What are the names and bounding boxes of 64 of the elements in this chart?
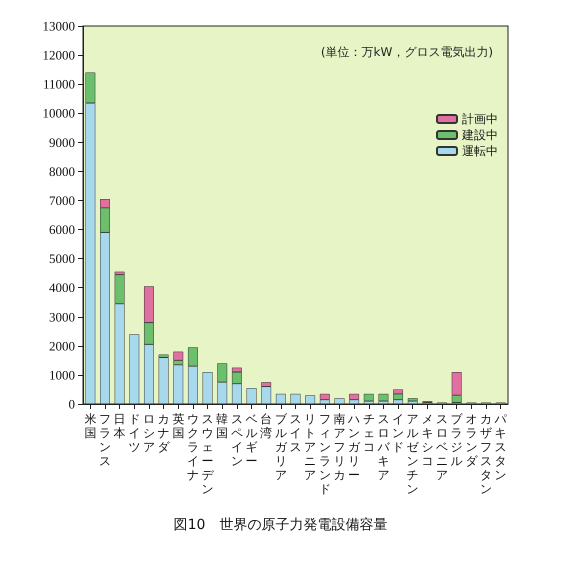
x-tick-label: リトアニア [304, 412, 316, 482]
x-tick-label: スウェーデン [202, 412, 215, 496]
y-tick-label: 1000 [49, 367, 75, 382]
y-tick-label: 3000 [49, 309, 75, 324]
y-tick-label: 0 [68, 396, 75, 412]
x-tick-label: ブルガリア [274, 412, 288, 482]
bar [334, 398, 344, 404]
x-tick-label: パキスタン [494, 412, 508, 482]
x-tick-label: ベルギー [246, 412, 258, 468]
x-tick-label: アルゼンチン [406, 412, 420, 496]
x-tick-label: スイス [290, 412, 302, 454]
y-tick-label: 4000 [49, 280, 75, 296]
x-tick-label: インド [392, 412, 404, 454]
bar [393, 394, 404, 400]
bar [408, 401, 418, 404]
y-tick-label: 8000 [49, 164, 75, 179]
bar [129, 334, 140, 404]
bar [290, 394, 300, 404]
y-tick-label: 11000 [42, 76, 75, 92]
x-tick-label: ハンガリー [347, 412, 362, 482]
annotation: (単位：万kW，グロス電気出力) [320, 45, 494, 59]
bar [349, 394, 360, 400]
x-tick-label: フィンランド [318, 412, 331, 496]
x-tick-label: 米国 [84, 412, 96, 440]
x-tick-label: ウクライナ [186, 412, 199, 482]
y-tick-label: 13000 [42, 18, 75, 34]
bar [364, 394, 374, 402]
legend-label: 運転中 [462, 144, 498, 158]
x-tick-label: カナダ [158, 412, 171, 454]
x-tick-label: ロシア [142, 412, 155, 454]
x-tick-label: 南アフリカ [333, 412, 346, 482]
x-tick-label: ドイツ [128, 412, 140, 454]
x-tick-label: スペイン [230, 412, 243, 468]
x-tick-label: メキシコ [421, 412, 434, 468]
bar [408, 398, 418, 402]
x-tick-label: カザフスタン [480, 412, 492, 496]
bar [158, 357, 169, 404]
bar [173, 364, 184, 404]
bar [378, 394, 388, 402]
bar [305, 395, 316, 404]
y-tick-label: 5000 [49, 251, 75, 266]
x-tick-label: 英国 [172, 412, 184, 440]
bar [320, 394, 330, 400]
legend-label: 計画中 [462, 112, 498, 126]
x-tick-label: スロベニア [436, 412, 448, 482]
x-tick-label: 日本 [114, 412, 126, 440]
x-tick-label: オランダ [465, 412, 478, 468]
x-tick-label: ブラジル [450, 412, 464, 468]
text: 図10 世界の原子力発電設備容量 [174, 517, 388, 533]
y-tick-label: 12000 [42, 48, 75, 63]
bar [202, 372, 213, 404]
x-tick-label: フランス [98, 412, 111, 468]
bar [246, 388, 257, 404]
y-tick-label: 2000 [49, 338, 75, 354]
y-tick-label: 6000 [49, 222, 75, 238]
y-tick-label: 7000 [49, 192, 75, 208]
y-tick-label: 10000 [42, 106, 75, 121]
legend-label: 建設中 [461, 128, 498, 142]
bar [276, 394, 286, 404]
y-tick-label: 9000 [49, 134, 75, 150]
x-tick-label: 韓国 [216, 412, 228, 440]
x-tick-label: チェコ [362, 412, 375, 454]
x-tick-label: 台湾 [260, 412, 272, 440]
x-tick-label: スロバキア [376, 412, 390, 482]
